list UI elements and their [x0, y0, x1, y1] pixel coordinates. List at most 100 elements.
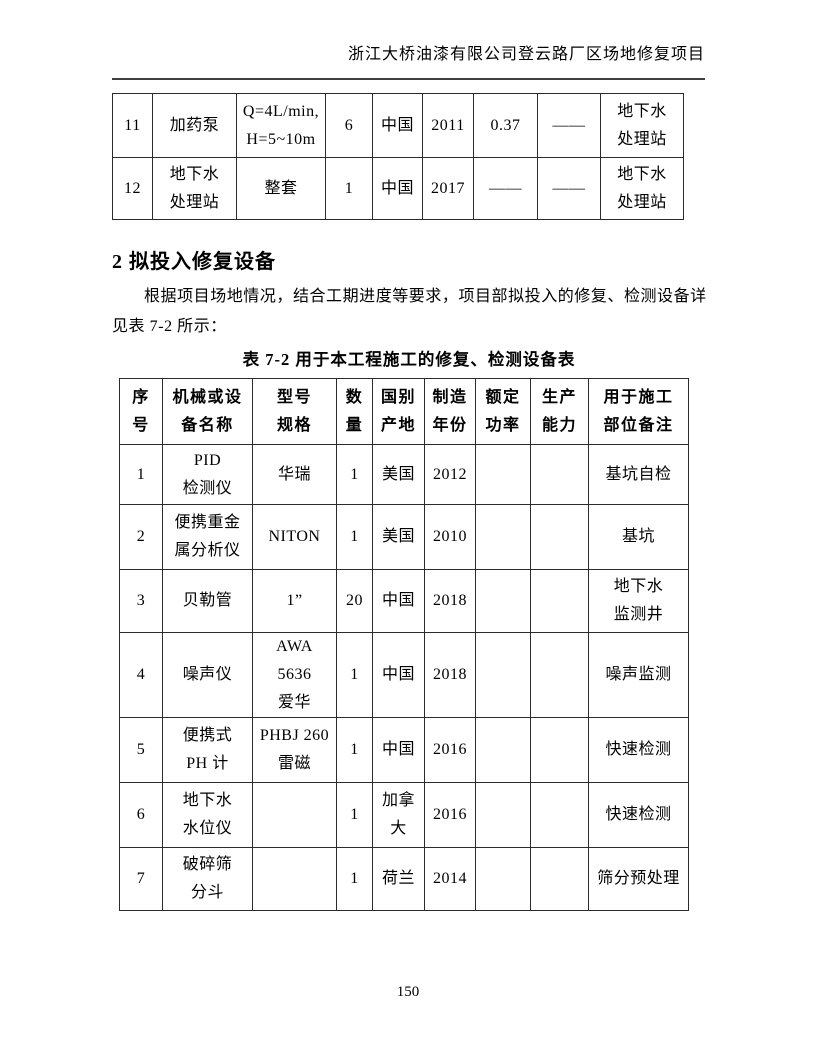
table-cell: 地下水 处理站 — [600, 93, 684, 158]
table-cell: 整套 — [236, 157, 326, 220]
table-cell: 20 — [336, 569, 373, 633]
table-cell: 2 — [119, 504, 163, 570]
table-cell: 贝勒管 — [162, 569, 253, 633]
page-header-title: 浙江大桥油漆有限公司登云路厂区场地修复项目 — [347, 46, 705, 63]
table-cell: 基坑自检 — [588, 444, 689, 505]
table-cell: NITON — [252, 504, 337, 570]
table-cell — [530, 717, 589, 783]
column-header: 额定 功率 — [475, 378, 531, 445]
table-cell: —— — [537, 157, 601, 220]
table-row: 3 贝勒管 1” 20 中国 2018 地下水 监测井 — [119, 569, 689, 633]
table-cell — [475, 504, 531, 570]
table-row: 11 加药泵 Q=4L/min, H=5~10m 6 中国 2011 0.37 —— 地下水 处理站 — [112, 93, 684, 158]
table-cell: 2012 — [424, 444, 476, 505]
table-cell: 6 — [325, 93, 373, 158]
table-cell: 2018 — [424, 632, 476, 718]
table-cell — [530, 504, 589, 570]
table-cell — [475, 717, 531, 783]
table-cell: PID 检测仪 — [162, 444, 253, 505]
table-cell — [475, 847, 531, 911]
column-header: 用于施工 部位备注 — [588, 378, 689, 445]
table-cell: AWA 5636 爱华 — [252, 632, 337, 718]
column-header: 生产 能力 — [530, 378, 589, 445]
table-cell: 12 — [112, 157, 153, 220]
table-cell: 破碎筛 分斗 — [162, 847, 253, 911]
column-header: 序号 — [119, 378, 163, 445]
table-cell: 5 — [119, 717, 163, 783]
table-cell: 11 — [112, 93, 153, 158]
table-cell: 加拿大 — [372, 782, 425, 848]
table-row: 6 地下水 水位仪 1 加拿大 2016 快速检测 — [119, 782, 689, 848]
table-cell: 1 — [336, 632, 373, 718]
table-cell: 6 — [119, 782, 163, 848]
table-cell: —— — [537, 93, 601, 158]
table-row: 7 破碎筛 分斗 1 荷兰 2014 筛分预处理 — [119, 847, 689, 911]
paragraph-line: 见表 7-2 所示： — [112, 318, 227, 335]
table-cell: 7 — [119, 847, 163, 911]
table-cell: 4 — [119, 632, 163, 718]
table-cell — [475, 444, 531, 505]
table-cell: 2014 — [424, 847, 476, 911]
table-header-row: 序号机械或设 备名称 型号 规格数量国别 产地 制造 年份 额定 功率 生产 能力 用于施工 部位备注 — [119, 378, 689, 445]
table-cell: 便携重金 属分析仪 — [162, 504, 253, 570]
table-row: 12 地下水 处理站 整套 1 中国 2017 —— —— 地下水 处理站 — [112, 157, 684, 220]
table-cell: 华瑞 — [252, 444, 337, 505]
header-divider — [112, 78, 705, 80]
table-cell — [475, 782, 531, 848]
table-cell: PHBJ 260 雷磁 — [252, 717, 337, 783]
paragraph-line: 根据项目场地情况，结合工期进度等要求，项目部拟投入的修复、检测设备详 — [144, 288, 707, 305]
table-row: 1 PID 检测仪 华瑞 1 美国 2012 基坑自检 — [119, 444, 689, 505]
table-cell: 便携式 PH 计 — [162, 717, 253, 783]
page-number: 150 — [396, 984, 420, 1000]
table-cell — [252, 847, 337, 911]
table-cell: 地下水 监测井 — [588, 569, 689, 633]
column-header: 制造 年份 — [424, 378, 476, 445]
table-cell: 1” — [252, 569, 337, 633]
table-cell — [475, 569, 531, 633]
table-cell: 筛分预处理 — [588, 847, 689, 911]
table-row: 2 便携重金 属分析仪 NITON 1 美国 2010 基坑 — [119, 504, 689, 570]
column-header: 型号 规格 — [252, 378, 337, 445]
table-cell: 噪声仪 — [162, 632, 253, 718]
table-cell: —— — [473, 157, 538, 220]
table-cell: 中国 — [372, 569, 425, 633]
table-cell: Q=4L/min, H=5~10m — [236, 93, 326, 158]
table-cell: 1 — [325, 157, 373, 220]
table-cell: 荷兰 — [372, 847, 425, 911]
table-cell: 快速检测 — [588, 717, 689, 783]
table-cell: 1 — [119, 444, 163, 505]
table-cell: 中国 — [372, 632, 425, 718]
body-paragraph: 根据项目场地情况，结合工期进度等要求，项目部拟投入的修复、检测设备详 见表 7-… — [112, 282, 708, 342]
table-cell: 1 — [336, 444, 373, 505]
equipment-table-continuation: 11 加药泵 Q=4L/min, H=5~10m 6 中国 2011 0.37 —— 地下水 处理站… — [112, 93, 684, 220]
table-cell: 2018 — [424, 569, 476, 633]
table-cell: 0.37 — [473, 93, 538, 158]
table-cell: 美国 — [372, 444, 425, 505]
table-cell — [475, 632, 531, 718]
table-cell — [530, 569, 589, 633]
table-cell: 1 — [336, 717, 373, 783]
table-cell: 2010 — [424, 504, 476, 570]
table-cell: 1 — [336, 504, 373, 570]
table-cell — [530, 782, 589, 848]
table-cell — [252, 782, 337, 848]
table-cell: 1 — [336, 782, 373, 848]
table-cell: 中国 — [372, 157, 423, 220]
table-cell: 1 — [336, 847, 373, 911]
table-cell: 快速检测 — [588, 782, 689, 848]
column-header: 国别 产地 — [372, 378, 425, 445]
table-cell: 基坑 — [588, 504, 689, 570]
table-caption: 表 7-2 用于本工程施工的修复、检测设备表 — [242, 350, 576, 369]
section-heading: 2 拟投入修复设备 — [112, 251, 276, 273]
table-cell: 美国 — [372, 504, 425, 570]
table-cell — [530, 632, 589, 718]
equipment-table: 序号机械或设 备名称 型号 规格数量国别 产地 制造 年份 额定 功率 生产 能力 用于施工 部位备注 1… — [119, 378, 689, 911]
table-cell — [530, 444, 589, 505]
column-header: 数量 — [336, 378, 373, 445]
table-cell — [530, 847, 589, 911]
table-cell: 3 — [119, 569, 163, 633]
table-cell: 中国 — [372, 93, 423, 158]
table-cell: 地下水 处理站 — [600, 157, 684, 220]
table-cell: 2011 — [422, 93, 474, 158]
